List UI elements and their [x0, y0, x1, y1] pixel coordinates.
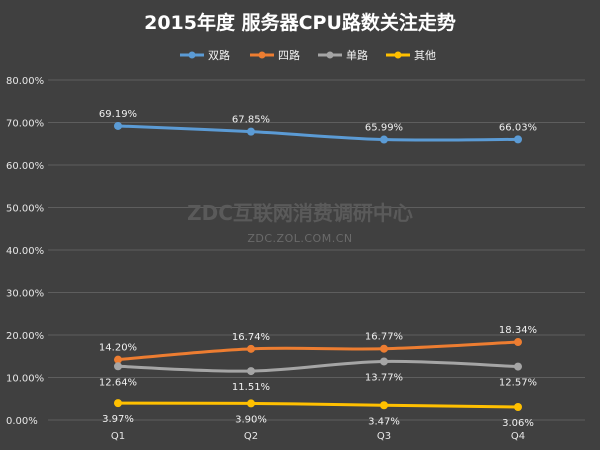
legend-swatch-marker: [188, 51, 196, 59]
series-line: [116, 401, 520, 409]
data-label: 16.74%: [232, 332, 270, 343]
x-tick-label: Q3: [377, 431, 391, 442]
y-tick-label: 30.00%: [6, 289, 44, 300]
legend-label: 双路: [208, 49, 230, 62]
data-point: [514, 362, 522, 371]
data-point: [380, 401, 388, 410]
y-tick-label: 50.00%: [6, 204, 44, 215]
y-tick-label: 20.00%: [6, 331, 44, 342]
data-label: 18.34%: [499, 325, 537, 336]
data-point: [247, 399, 255, 408]
series-line: [116, 340, 520, 362]
series-四路: 14.20% 16.74% 16.77% 18.34%: [99, 325, 537, 364]
data-label: 3.97%: [102, 414, 134, 425]
data-label: 16.77%: [365, 332, 403, 343]
legend-label: 其他: [414, 49, 436, 62]
legend-item: 四路: [250, 49, 300, 62]
series-line: [116, 359, 520, 373]
series-其他: 3.97% 3.90% 3.47% 3.06%: [102, 399, 534, 429]
y-axis-tick-labels: 0.00% 10.00% 20.00% 30.00% 40.00% 50.00% 60.00…: [6, 76, 44, 427]
data-point: [380, 357, 388, 366]
legend-swatch-marker: [326, 51, 334, 59]
data-point: [114, 121, 122, 130]
data-label: 12.64%: [99, 377, 137, 388]
data-label: 3.06%: [502, 418, 534, 429]
series-group: 69.19% 67.85% 65.99% 66.03% 14.20% 16.74% 16.7…: [99, 109, 537, 429]
series-line: [116, 124, 520, 142]
data-label: 66.03%: [499, 122, 537, 133]
data-point: [380, 135, 388, 144]
legend-item: 其他: [386, 49, 436, 62]
x-tick-label: Q4: [511, 431, 525, 442]
y-tick-label: 70.00%: [6, 119, 44, 130]
legend-label: 单路: [346, 49, 368, 62]
data-point: [114, 362, 122, 371]
data-point: [114, 355, 122, 364]
data-label: 14.20%: [99, 343, 137, 354]
series-双路: 69.19% 67.85% 65.99% 66.03%: [99, 109, 537, 144]
data-label: 11.51%: [232, 382, 270, 393]
y-tick-label: 0.00%: [6, 416, 38, 427]
data-point: [247, 344, 255, 353]
y-tick-label: 80.00%: [6, 76, 44, 87]
data-label: 65.99%: [365, 123, 403, 134]
legend-swatch-marker: [258, 51, 266, 59]
x-axis-tick-labels: Q1 Q2 Q3 Q4: [111, 431, 525, 442]
watermark-title: ZDC互联网消费调研中心: [187, 201, 413, 225]
data-point: [514, 402, 522, 411]
data-label: 12.57%: [499, 378, 537, 389]
data-point: [380, 344, 388, 353]
x-tick-label: Q1: [111, 431, 125, 442]
chart-title: 2015年度 服务器CPU路数关注走势: [144, 11, 456, 34]
data-label: 69.19%: [99, 109, 137, 120]
data-point: [514, 338, 522, 347]
data-label: 13.77%: [365, 372, 403, 383]
data-point: [247, 127, 255, 136]
watermark: ZDC互联网消费调研中心 ZDC.ZOL.COM.CN: [187, 201, 413, 245]
y-tick-label: 60.00%: [6, 161, 44, 172]
data-label: 67.85%: [232, 115, 270, 126]
y-tick-label: 40.00%: [6, 246, 44, 257]
legend-label: 四路: [278, 49, 300, 62]
x-tick-label: Q2: [244, 431, 258, 442]
data-label: 3.90%: [235, 414, 267, 425]
gridlines: [48, 79, 585, 421]
legend-swatch-marker: [394, 51, 402, 59]
legend-item: 单路: [318, 49, 368, 62]
data-point: [514, 135, 522, 144]
legend: 双路 四路 单路 其他: [180, 49, 436, 62]
y-tick-label: 10.00%: [6, 374, 44, 385]
series-单路: 12.64% 11.51% 13.77% 12.57%: [99, 357, 537, 393]
legend-item: 双路: [180, 49, 230, 62]
data-point: [114, 399, 122, 408]
data-label: 3.47%: [368, 416, 400, 427]
watermark-url: ZDC.ZOL.COM.CN: [247, 232, 352, 245]
data-point: [247, 367, 255, 376]
